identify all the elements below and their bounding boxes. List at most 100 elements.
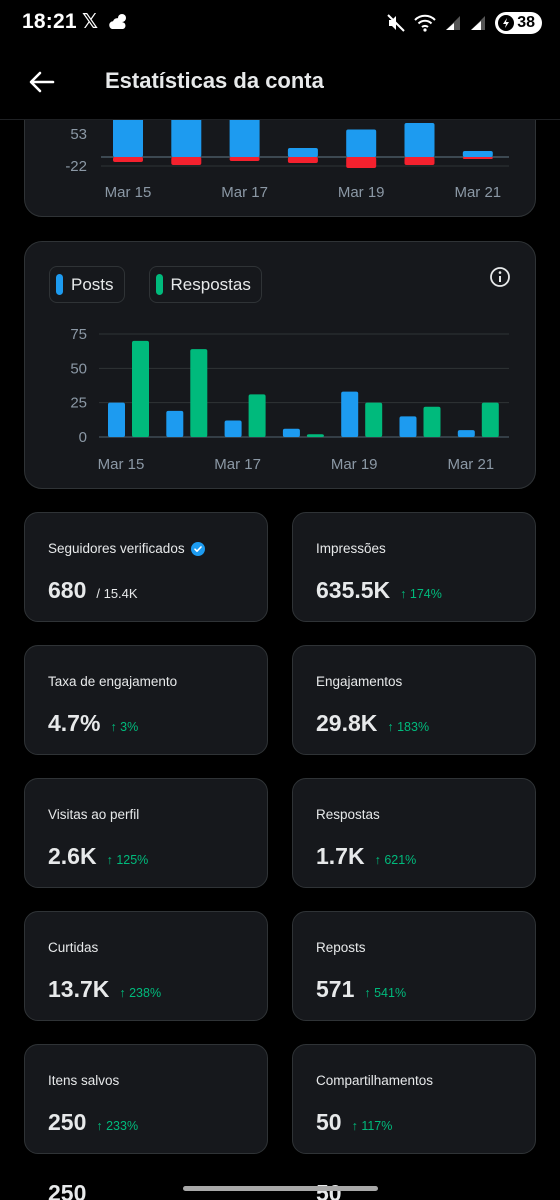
status-bar: 18:21 𝕏 38 bbox=[0, 0, 560, 50]
stat-card[interactable]: Reposts 571 ↑ 541% bbox=[292, 911, 536, 1021]
chart-bar-positive bbox=[404, 123, 435, 157]
stat-change: ↑ 541% bbox=[364, 986, 407, 1000]
legend-swatch-posts bbox=[56, 274, 63, 295]
stat-change: ↑ 117% bbox=[351, 1119, 393, 1133]
stat-value: 571 bbox=[316, 976, 355, 1002]
y-tick-label: 0 bbox=[79, 429, 87, 446]
chart-bar-replies bbox=[132, 340, 149, 437]
weather-icon bbox=[109, 14, 127, 29]
chart-bar-posts bbox=[224, 420, 242, 437]
chart-bar-posts bbox=[166, 410, 184, 437]
legend-replies[interactable]: Respostas bbox=[148, 266, 262, 303]
stat-card[interactable]: Engajamentos 29.8K ↑ 183% bbox=[292, 645, 536, 755]
chart-card-posts-replies: Posts Respostas 0 25 50 75 Mar 15 Mar 17 Mar … bbox=[24, 241, 536, 489]
stat-label: Curtidas bbox=[48, 940, 98, 955]
stat-label: Impressões bbox=[316, 541, 386, 556]
stat-label-text: Taxa de engajamento bbox=[48, 674, 178, 689]
stat-value: 4.7% bbox=[48, 710, 101, 736]
signal-icon bbox=[471, 16, 486, 30]
mute-icon bbox=[387, 14, 405, 32]
chart-legend: Posts Respostas bbox=[49, 266, 262, 303]
stat-label: Reposts bbox=[316, 940, 366, 955]
chart-bar-positive bbox=[346, 129, 377, 157]
stat-change: ↑ 3% bbox=[110, 720, 139, 734]
x-tick-label: Mar 21 bbox=[447, 456, 494, 473]
chart-bar-replies bbox=[248, 394, 266, 437]
x-tick-label: Mar 17 bbox=[221, 184, 268, 201]
chart-bar-positive bbox=[287, 148, 318, 157]
chart-bar-negative bbox=[229, 157, 260, 161]
stat-value: 2.6K bbox=[48, 843, 97, 869]
stat-change: ↑ 183% bbox=[387, 720, 430, 734]
stat-total: / 15.4K bbox=[96, 586, 138, 601]
partial-stat-value: 250 bbox=[48, 1180, 87, 1200]
stat-value: 50 bbox=[316, 1109, 342, 1135]
legend-label-replies: Respostas bbox=[170, 274, 251, 294]
battery-level: 38 bbox=[517, 14, 535, 31]
stat-value: 250 bbox=[48, 1109, 87, 1135]
chart-bar-posts bbox=[108, 402, 125, 437]
page-title: Estatísticas da conta bbox=[105, 68, 324, 93]
x-logo-icon: 𝕏 bbox=[82, 11, 99, 33]
x-tick-label: Mar 21 bbox=[454, 184, 501, 201]
stat-card[interactable]: Impressões 635.5K ↑ 174% bbox=[292, 512, 536, 622]
x-tick-label: Mar 17 bbox=[214, 456, 261, 473]
stat-label: Seguidores verificados bbox=[48, 541, 205, 556]
y-tick-label: 75 bbox=[70, 326, 87, 343]
y-tick-label: 53 bbox=[70, 126, 87, 143]
chart-bar-posts bbox=[282, 428, 300, 437]
x-tick-label: Mar 19 bbox=[331, 456, 378, 473]
chart-bar-negative bbox=[113, 157, 143, 162]
x-tick-label: Mar 19 bbox=[338, 184, 385, 201]
stat-card[interactable]: Seguidores verificados 680 / 15.4K bbox=[24, 512, 268, 622]
stat-label-text: Visitas ao perfil bbox=[48, 807, 140, 822]
chart-bar-posts bbox=[399, 416, 417, 437]
stat-label-text: Itens salvos bbox=[48, 1073, 120, 1088]
y-tick-label: 50 bbox=[70, 360, 87, 377]
chart-bar-replies bbox=[423, 406, 441, 437]
stat-label: Engajamentos bbox=[316, 674, 402, 689]
stat-label-text: Respostas bbox=[316, 807, 380, 822]
stat-label-text: Impressões bbox=[316, 541, 386, 556]
stat-card[interactable]: Compartilhamentos 50 ↑ 117% bbox=[292, 1044, 536, 1154]
stat-card[interactable]: Curtidas 13.7K ↑ 238% bbox=[24, 911, 268, 1021]
stat-card[interactable]: Respostas 1.7K ↑ 621% bbox=[292, 778, 536, 888]
stat-label: Visitas ao perfil bbox=[48, 807, 139, 822]
chart-bar-posts bbox=[341, 391, 359, 437]
signal-icon bbox=[446, 16, 461, 30]
stat-label-text: Seguidores verificados bbox=[48, 541, 185, 556]
chart-bar-negative bbox=[171, 157, 202, 165]
stat-card[interactable]: Visitas ao perfil 2.6K ↑ 125% bbox=[24, 778, 268, 888]
stat-value: 635.5K bbox=[316, 577, 391, 603]
stat-label-text: Engajamentos bbox=[316, 674, 403, 689]
legend-posts[interactable]: Posts bbox=[49, 266, 125, 303]
stat-label-text: Compartilhamentos bbox=[316, 1073, 434, 1088]
stat-value: 13.7K bbox=[48, 976, 110, 1002]
posts-replies-chart: 0 25 50 75 Mar 15 Mar 17 Mar 19 Mar 21 bbox=[70, 326, 509, 473]
arrow-left-icon bbox=[29, 71, 55, 93]
stat-change: ↑ 125% bbox=[106, 853, 149, 867]
chart-bar-positive bbox=[462, 151, 493, 157]
chart-bar-replies bbox=[190, 349, 208, 437]
back-button[interactable] bbox=[24, 64, 60, 100]
chart-bar-replies bbox=[365, 402, 383, 437]
chart-bar-negative bbox=[404, 157, 435, 165]
stat-value: 1.7K bbox=[316, 843, 365, 869]
stat-label: Itens salvos bbox=[48, 1073, 119, 1088]
wifi-icon bbox=[414, 14, 436, 32]
stat-card[interactable]: Itens salvos 250 ↑ 233% bbox=[24, 1044, 268, 1154]
stat-change: ↑ 174% bbox=[400, 587, 442, 601]
stat-change: ↑ 233% bbox=[96, 1119, 139, 1133]
battery-icon: 38 bbox=[495, 12, 542, 34]
stat-label-text: Curtidas bbox=[48, 940, 99, 955]
stat-card[interactable]: Taxa de engajamento 4.7% ↑ 3% bbox=[24, 645, 268, 755]
x-tick-label: Mar 15 bbox=[98, 456, 145, 473]
chart-card-followers: 53 -22 Mar 15 Mar 17 Mar 19 Mar 21 bbox=[24, 70, 536, 217]
chart-bar-replies bbox=[306, 434, 324, 437]
legend-swatch-replies bbox=[155, 274, 163, 295]
info-icon[interactable] bbox=[489, 266, 511, 288]
stat-label-text: Reposts bbox=[316, 940, 366, 955]
stat-value: 29.8K bbox=[316, 710, 378, 736]
stat-label: Taxa de engajamento bbox=[48, 674, 177, 689]
stat-change: ↑ 621% bbox=[374, 853, 417, 867]
